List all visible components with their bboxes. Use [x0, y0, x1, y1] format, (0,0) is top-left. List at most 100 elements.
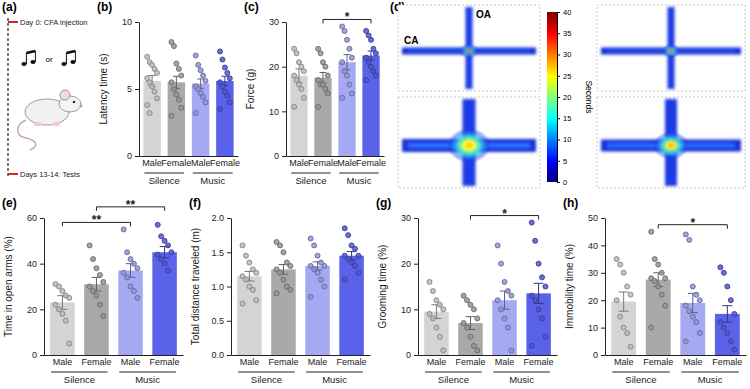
data-point [294, 51, 299, 56]
x-tick-label: Female [643, 357, 673, 367]
data-point [663, 276, 668, 281]
y-tick-label: 0.5 [211, 316, 224, 326]
data-point [218, 49, 223, 54]
data-point [101, 279, 106, 284]
y-tick: 5 [127, 84, 139, 94]
colorbar-tick: 5 [557, 157, 567, 166]
group-label: Silence [438, 374, 469, 385]
y-tick-mark [135, 89, 139, 90]
y-tick: 40 [588, 241, 605, 251]
data-point [154, 70, 159, 75]
data-point [465, 325, 470, 330]
data-point [342, 28, 347, 33]
y-axis-line [44, 219, 45, 356]
data-point [179, 105, 184, 110]
group-bracket [425, 372, 482, 373]
group-label: Music [200, 175, 225, 186]
x-tick-label: Male [614, 357, 634, 367]
data-point [318, 277, 323, 282]
y-axis-title: Grooming time (%) [377, 245, 388, 329]
error-whisker [176, 76, 177, 88]
data-point [159, 257, 164, 262]
x-axis-line [287, 156, 385, 157]
data-point [495, 243, 500, 248]
x-tick: Male [53, 355, 73, 367]
y-axis: 01020304050 [588, 213, 606, 360]
data-point [499, 261, 504, 266]
data-point [247, 260, 252, 265]
error-whisker [130, 264, 131, 278]
data-point [121, 270, 126, 275]
error-whisker [727, 306, 728, 322]
data-point [369, 37, 374, 42]
data-point [281, 277, 286, 282]
plot-marks [290, 24, 379, 156]
data-point [318, 51, 323, 56]
group-label: Silence [149, 175, 180, 186]
data-point [468, 302, 473, 307]
y-tick-label: 60 [27, 213, 37, 223]
data-point [121, 227, 126, 232]
data-point [322, 284, 327, 289]
x-tick-label: Female [210, 158, 240, 168]
x-tick: Male [337, 156, 357, 168]
y-tick: 10 [401, 305, 418, 315]
bar [237, 276, 262, 355]
plot-marks [611, 229, 740, 355]
bar-chart-panel: (g)0102030Grooming time (%)MaleFemaleMal… [376, 196, 558, 385]
x-tick-label: Female [455, 357, 485, 367]
x-tick-label: Male [427, 357, 447, 367]
data-point [649, 325, 654, 330]
data-point [301, 95, 306, 100]
y-tick: 30 [269, 17, 286, 27]
group-label: Music [698, 374, 723, 385]
error-cap [722, 305, 732, 306]
data-point [166, 268, 171, 273]
y-tick-mark [135, 156, 139, 157]
data-point [312, 243, 317, 248]
y-tick-mark [227, 321, 231, 322]
error-whisker [351, 252, 352, 260]
data-point [687, 309, 692, 314]
data-point [625, 284, 630, 289]
y-tick-label: 0 [593, 350, 598, 360]
x-tick: Male [683, 355, 703, 367]
mouse-ear [60, 90, 70, 100]
data-point [227, 76, 232, 81]
y-tick-label: 20 [269, 62, 279, 72]
y-tick-mark [282, 22, 286, 23]
x-axis-line [140, 156, 239, 157]
significance-label: ** [92, 213, 102, 227]
data-point [732, 311, 737, 316]
data-point [325, 73, 330, 78]
y-axis-line [605, 219, 606, 356]
timeline [7, 18, 8, 178]
y-tick-label: 40 [27, 259, 37, 269]
mouse-nose [80, 105, 83, 108]
data-point [345, 73, 350, 78]
data-point [196, 62, 201, 67]
x-tick: Male [240, 355, 260, 367]
data-point [347, 46, 352, 51]
data-point [60, 289, 65, 294]
heatmap-image [597, 97, 745, 188]
group-label: Music [135, 374, 160, 385]
data-point [162, 238, 167, 243]
y-axis-title: Time in open arms (%) [3, 236, 14, 337]
maze-arms [601, 99, 741, 186]
data-point [94, 293, 99, 298]
bar-chart-panel: (e)0204060Time in open arms (%)MaleFemal… [2, 196, 184, 385]
bar [168, 82, 185, 156]
y-tick: 0 [593, 350, 605, 360]
y-tick: 20 [401, 259, 418, 269]
data-point [621, 270, 626, 275]
data-point [125, 275, 130, 280]
y-tick-label: 10 [588, 323, 598, 333]
x-tick: Male [142, 156, 162, 168]
group-bracket [612, 372, 669, 373]
data-point [349, 91, 354, 96]
data-point [220, 84, 225, 89]
y-axis-title: Immobility time (%) [564, 244, 575, 329]
y-axis-line [418, 219, 419, 356]
data-point [145, 103, 150, 108]
